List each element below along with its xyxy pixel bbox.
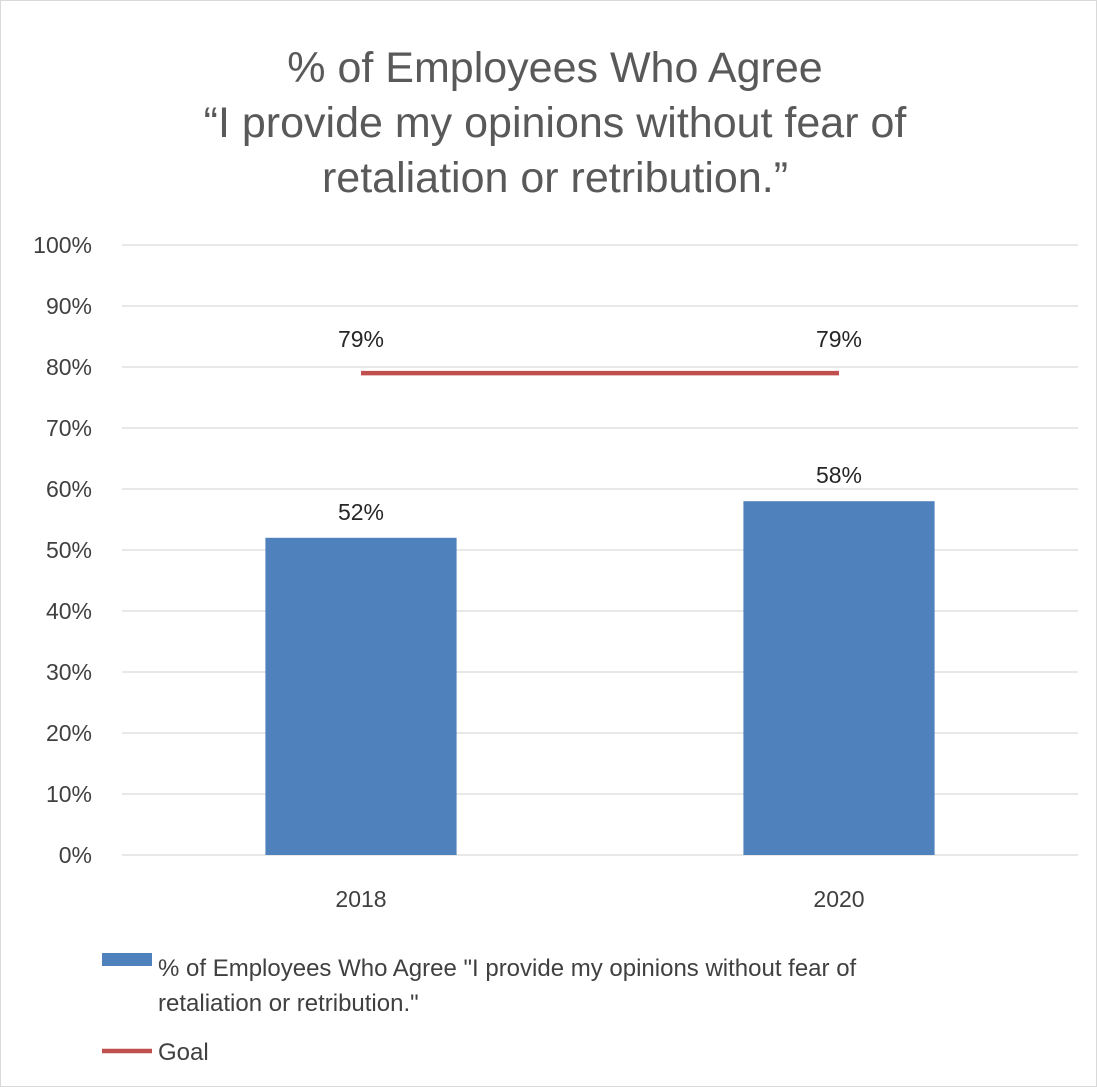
chart-title-line-1: % of Employees Who Agree	[287, 44, 822, 92]
x-tick-label: 2020	[813, 886, 864, 912]
x-axis-ticks: 2018 2020	[335, 886, 864, 912]
chart-title: % of Employees Who Agree “I provide my o…	[204, 44, 908, 202]
bar	[743, 501, 935, 855]
y-tick-label: 10%	[46, 781, 92, 807]
y-tick-label: 80%	[46, 354, 92, 380]
y-tick-label: 20%	[46, 720, 92, 746]
bar	[265, 537, 457, 855]
x-tick-label: 2018	[335, 886, 386, 912]
y-tick-label: 30%	[46, 659, 92, 685]
legend: % of Employees Who Agree "I provide my o…	[102, 953, 857, 1066]
goal-data-label: 79%	[338, 326, 384, 352]
y-tick-label: 70%	[46, 415, 92, 441]
legend-label-bar: % of Employees Who Agree "I provide my o…	[158, 955, 857, 982]
legend-label-bar: retaliation or retribution."	[158, 990, 419, 1017]
legend-swatch-bar	[102, 953, 152, 966]
y-tick-label: 0%	[59, 842, 92, 868]
chart-title-line-3: retaliation or retribution.”	[322, 154, 788, 202]
goal-series: 79% 79%	[338, 326, 862, 376]
bar-series: 52% 58%	[265, 462, 935, 855]
goal-data-label: 79%	[816, 326, 862, 352]
y-tick-label: 60%	[46, 476, 92, 502]
chart-title-line-2: “I provide my opinions without fear of	[204, 99, 908, 147]
y-axis-ticks: 0% 10% 20% 30% 40% 50% 60% 70% 80% 90% 100%	[33, 232, 92, 868]
y-tick-label: 90%	[46, 293, 92, 319]
bar-data-label: 58%	[816, 462, 862, 488]
y-tick-label: 100%	[33, 232, 92, 258]
y-tick-label: 50%	[46, 537, 92, 563]
legend-label-goal: Goal	[158, 1039, 209, 1066]
y-tick-label: 40%	[46, 598, 92, 624]
bar-data-label: 52%	[338, 499, 384, 525]
